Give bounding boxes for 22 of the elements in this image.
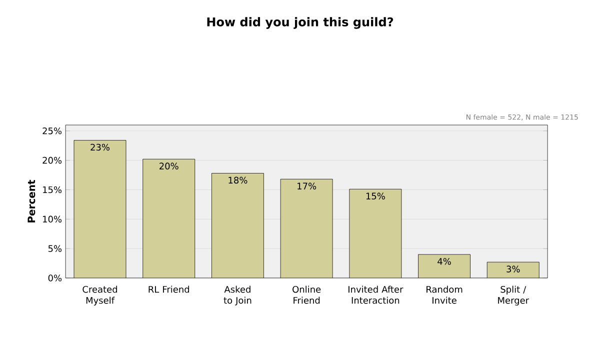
y-tick-label: 15% [43,186,62,194]
x-tick-label: Invited After Interaction [348,286,404,304]
x-tick-label: Split / Merger [498,286,530,306]
y-tick-label: 5% [48,245,62,252]
data-label: 4% [438,258,451,265]
data-label: 15% [366,192,385,200]
data-label: 3% [506,266,520,272]
x-tick-label: Online Friend [292,286,321,304]
data-label: 18% [228,176,248,184]
data-label: 23% [90,144,110,151]
y-tick-label: 25% [42,127,62,134]
chart-title: How did you join this guild? [207,17,394,29]
data-label: 17% [298,182,316,190]
data-label: 20% [160,162,178,170]
y-axis-title: Percent [28,180,36,222]
y-tick-label: 20% [42,156,62,164]
x-tick-label: Asked to Join [224,286,252,306]
y-tick-label: 0% [48,274,62,282]
x-tick-label: Created Myself [82,286,117,306]
x-tick-label: Random Invite [426,286,462,304]
y-tick-label: 10% [43,216,62,223]
x-tick-label: RL Friend [148,286,190,293]
